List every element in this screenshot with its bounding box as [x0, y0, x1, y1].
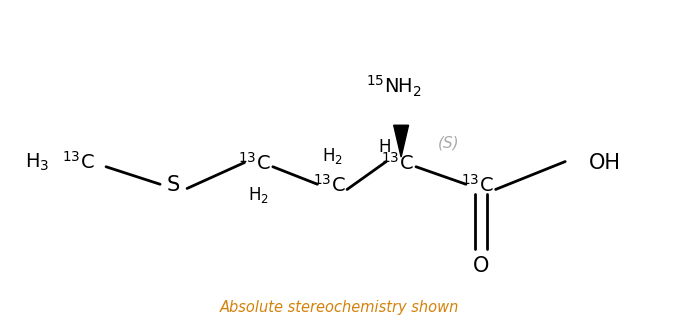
Text: Absolute stereochemistry shown: Absolute stereochemistry shown	[219, 300, 459, 315]
Text: $^{13}$C: $^{13}$C	[238, 152, 271, 174]
Polygon shape	[394, 125, 409, 157]
Text: OH: OH	[589, 153, 621, 173]
Text: $^{13}$C: $^{13}$C	[461, 174, 494, 196]
Text: $^{13}$C: $^{13}$C	[313, 174, 345, 196]
Text: H: H	[378, 138, 391, 156]
Text: $^{13}$C: $^{13}$C	[62, 151, 95, 173]
Text: S: S	[167, 175, 180, 195]
Text: $^{13}$C: $^{13}$C	[382, 152, 414, 174]
Text: (S): (S)	[437, 136, 459, 150]
Text: $^{15}$NH$_2$: $^{15}$NH$_2$	[366, 74, 422, 99]
Text: H$_2$: H$_2$	[322, 146, 342, 166]
Text: H$_3$: H$_3$	[25, 151, 49, 173]
Text: H$_2$: H$_2$	[247, 185, 268, 205]
Text: O: O	[473, 256, 489, 276]
